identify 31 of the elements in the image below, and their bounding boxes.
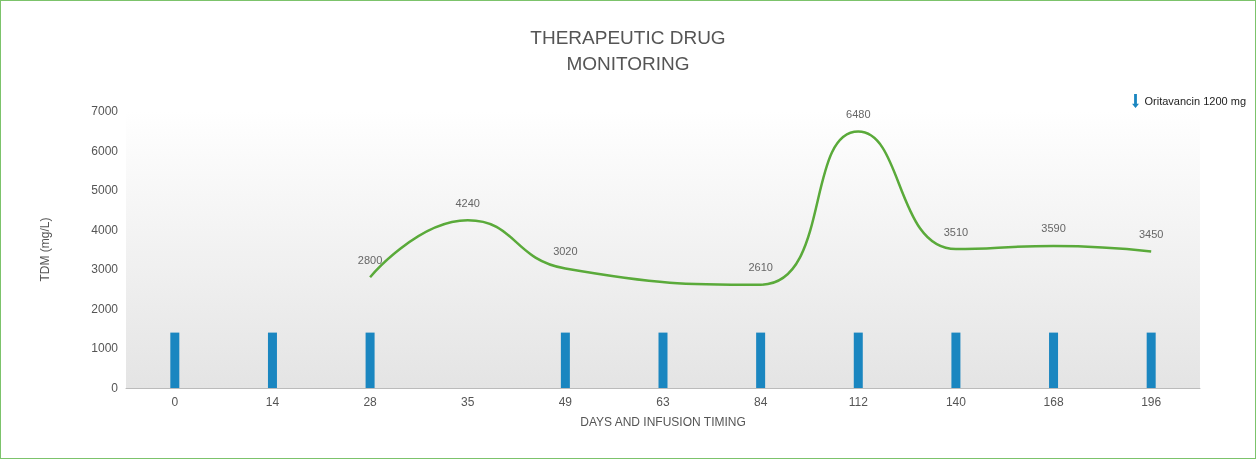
chart-title: THERAPEUTIC DRUG MONITORING [530,26,726,74]
data-label: 3450 [1138,227,1164,240]
data-label: 2800 [357,253,383,266]
x-tick-label: 35 [461,395,475,409]
x-tick-label: 28 [363,395,378,409]
x-tick-label: 0 [171,395,179,409]
y-tick-label: 5000 [91,183,119,198]
data-label: 4240 [455,196,480,209]
y-tick-label: 6000 [91,143,119,158]
data-label: 3510 [943,225,969,238]
x-tick-label: 168 [1043,395,1064,409]
y-tick-label: 4000 [91,222,119,237]
y-tick-label: 7000 [91,104,119,118]
data-label: 6480 [846,108,871,121]
data-label: 2610 [748,261,773,274]
y-tick-label: 3000 [91,262,119,277]
x-tick-label: 112 [848,395,869,409]
x-tick-label: 140 [945,395,967,409]
x-tick-label: 84 [753,395,768,409]
x-axis-title: DAYS AND INFUSION TIMING [580,415,746,429]
y-tick-label: 1000 [91,341,119,356]
x-tick-label: 63 [656,395,670,409]
x-tick-label: 14 [265,395,280,409]
legend-label: Oritavancin 1200 mg [1144,95,1246,107]
y-tick-label: 0 [111,381,119,395]
data-label: 3590 [1041,222,1066,235]
data-label: 3020 [553,244,578,257]
x-tick-label: 196 [1141,395,1162,409]
y-axis-title: TDM (mg/L) [38,217,52,282]
y-tick-label: 2000 [91,301,119,316]
x-tick-label: 49 [558,395,573,409]
